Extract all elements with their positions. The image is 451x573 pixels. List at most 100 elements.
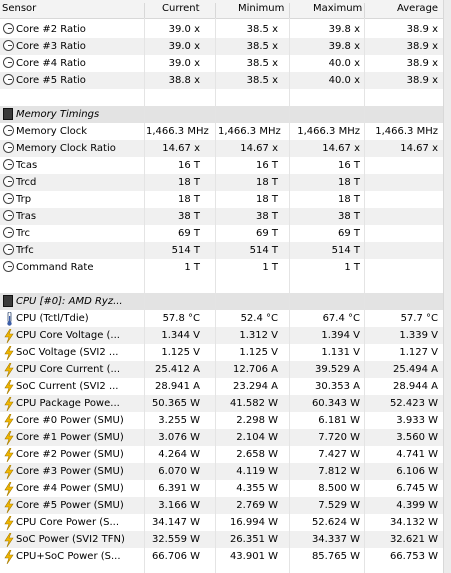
header-sensor[interactable]: Sensor <box>2 3 37 14</box>
header-average[interactable]: Average <box>397 3 439 14</box>
header-maximum[interactable]: Maximum <box>313 3 363 14</box>
section-header[interactable]: CPU [#0]: AMD Ryz... <box>0 293 443 310</box>
minimum-value: 43.901 W <box>229 551 278 562</box>
column-header-bar: Sensor Current Minimum Maximum Average <box>0 0 443 21</box>
sensor-row[interactable]: Memory Clock 1,466.3 MHz 1,466.3 MHz 1,466.… <box>0 123 443 140</box>
sensor-row[interactable]: Core #5 Ratio 38.8 x 38.5 x 40.0 x 38.9 x <box>0 72 443 89</box>
average-value: 6.106 W <box>396 466 438 477</box>
maximum-value: 85.765 W <box>311 551 360 562</box>
header-minimum[interactable]: Minimum <box>238 3 285 14</box>
maximum-value: 34.337 W <box>311 534 360 545</box>
minimum-value: 38.5 x <box>246 58 278 69</box>
header-current[interactable]: Current <box>162 3 200 14</box>
sensor-row[interactable]: CPU Core Power (S... 34.147 W 16.994 W 52.6… <box>0 514 443 531</box>
current-value: 38.8 x <box>168 75 200 86</box>
maximum-value: 60.343 W <box>311 398 360 409</box>
sensor-row[interactable]: Core #3 Power (SMU) 6.070 W 4.119 W 7.812 W… <box>0 463 443 480</box>
sensor-row[interactable]: Command Rate 1 T 1 T 1 T <box>0 259 443 276</box>
sensor-label: Tras <box>16 211 37 222</box>
average-value: 38.9 x <box>406 24 438 35</box>
sensor-row[interactable]: SoC Power (SVI2 TFN) 32.559 W 26.351 W 34.3… <box>0 531 443 548</box>
maximum-value: 514 T <box>331 245 360 256</box>
sensor-row[interactable]: SoC Current (SVI2 ... 28.941 A 23.294 A 30.… <box>0 378 443 395</box>
average-value: 3.933 W <box>396 415 438 426</box>
sensor-label: Core #1 Power (SMU) <box>16 432 124 443</box>
lightning-bolt-icon <box>3 328 15 344</box>
minimum-value: 52.4 °C <box>240 313 278 324</box>
sensor-label: CPU (Tctl/Tdie) <box>16 313 89 324</box>
sensor-row[interactable]: Core #1 Power (SMU) 3.076 W 2.104 W 7.720 W… <box>0 429 443 446</box>
maximum-value: 69 T <box>337 228 360 239</box>
minimum-value: 41.582 W <box>229 398 278 409</box>
current-value: 69 T <box>177 228 200 239</box>
sensor-row[interactable]: Tras 38 T 38 T 38 T <box>0 208 443 225</box>
vertical-scrollbar[interactable] <box>443 0 451 573</box>
sensor-label: Core #3 Ratio <box>16 41 86 52</box>
sensor-label: SoC Voltage (SVI2 ... <box>16 347 119 358</box>
current-value: 34.147 W <box>151 517 200 528</box>
sensor-row[interactable]: Trp 18 T 18 T 18 T <box>0 191 443 208</box>
column-gridline <box>364 18 365 573</box>
sensor-row[interactable]: Core #2 Power (SMU) 4.264 W 2.658 W 7.427 W… <box>0 446 443 463</box>
sensor-row[interactable]: Trc 69 T 69 T 69 T <box>0 225 443 242</box>
maximum-value: 7.720 W <box>318 432 360 443</box>
average-value: 28.944 A <box>392 381 438 392</box>
sensor-row[interactable]: Trcd 18 T 18 T 18 T <box>0 174 443 191</box>
maximum-value: 67.4 °C <box>322 313 360 324</box>
sensor-row[interactable]: Core #5 Power (SMU) 3.166 W 2.769 W 7.529 W… <box>0 497 443 514</box>
sensor-row[interactable]: Core #0 Power (SMU) 3.255 W 2.298 W 6.181 W… <box>0 412 443 429</box>
sensor-row[interactable]: Core #4 Power (SMU) 6.391 W 4.355 W 8.500 W… <box>0 480 443 497</box>
maximum-value: 40.0 x <box>328 75 360 86</box>
maximum-value: 6.181 W <box>318 415 360 426</box>
section-title: Memory Timings <box>16 109 100 120</box>
sensor-label: Trc <box>16 228 31 239</box>
sensor-row[interactable]: CPU Core Current (... 25.412 A 12.706 A 39.… <box>0 361 443 378</box>
lightning-bolt-icon <box>3 481 15 497</box>
column-divider[interactable] <box>144 3 145 21</box>
average-value: 4.399 W <box>396 500 438 511</box>
clock-icon <box>3 210 15 222</box>
sensor-row[interactable]: SoC Voltage (SVI2 ... 1.125 V 1.125 V 1.131… <box>0 344 443 361</box>
sensor-row[interactable]: Tcas 16 T 16 T 16 T <box>0 157 443 174</box>
maximum-value: 39.8 x <box>328 41 360 52</box>
lightning-bolt-icon <box>3 345 15 361</box>
average-value: 38.9 x <box>406 58 438 69</box>
sensor-row[interactable]: Trfc 514 T 514 T 514 T <box>0 242 443 259</box>
sensor-row[interactable]: CPU+SoC Power (S... 66.706 W 43.901 W 85.76… <box>0 548 443 565</box>
minimum-value: 4.119 W <box>236 466 278 477</box>
section-header[interactable]: Memory Timings <box>0 106 443 123</box>
maximum-value: 1.131 V <box>321 347 360 358</box>
lightning-bolt-icon <box>3 532 15 548</box>
sensor-label: Core #2 Ratio <box>16 24 86 35</box>
column-divider[interactable] <box>364 3 365 21</box>
maximum-value: 7.812 W <box>318 466 360 477</box>
column-divider[interactable] <box>289 3 290 21</box>
average-value: 1.127 V <box>399 347 438 358</box>
sensor-row[interactable]: CPU Package Powe... 50.365 W 41.582 W 60.34… <box>0 395 443 412</box>
current-value: 50.365 W <box>151 398 200 409</box>
current-value: 16 T <box>177 160 200 171</box>
clock-icon <box>3 193 15 205</box>
maximum-value: 18 T <box>337 194 360 205</box>
sensor-row[interactable]: CPU Core Voltage (... 1.344 V 1.312 V 1.394… <box>0 327 443 344</box>
sensor-row[interactable]: Core #3 Ratio 39.0 x 38.5 x 39.8 x 38.9 x <box>0 38 443 55</box>
current-value: 39.0 x <box>168 58 200 69</box>
clock-icon <box>3 40 15 52</box>
thermometer-icon <box>3 311 15 326</box>
current-value: 32.559 W <box>151 534 200 545</box>
current-value: 38 T <box>177 211 200 222</box>
maximum-value: 1 T <box>344 262 360 273</box>
current-value: 39.0 x <box>168 24 200 35</box>
maximum-value: 39.8 x <box>328 24 360 35</box>
minimum-value: 18 T <box>255 194 278 205</box>
average-value: 6.745 W <box>396 483 438 494</box>
clock-icon <box>3 142 15 154</box>
sensor-row[interactable]: CPU (Tctl/Tdie) 57.8 °C 52.4 °C 67.4 °C 57.7… <box>0 310 443 327</box>
sensor-row[interactable]: Memory Clock Ratio 14.67 x 14.67 x 14.67 x 1… <box>0 140 443 157</box>
sensor-row[interactable]: Core #2 Ratio 39.0 x 38.5 x 39.8 x 38.9 x <box>0 21 443 38</box>
column-divider[interactable] <box>215 3 216 21</box>
lightning-bolt-icon <box>3 498 15 514</box>
current-value: 3.076 W <box>158 432 200 443</box>
minimum-value: 4.355 W <box>236 483 278 494</box>
sensor-row[interactable]: Core #4 Ratio 39.0 x 38.5 x 40.0 x 38.9 x <box>0 55 443 72</box>
